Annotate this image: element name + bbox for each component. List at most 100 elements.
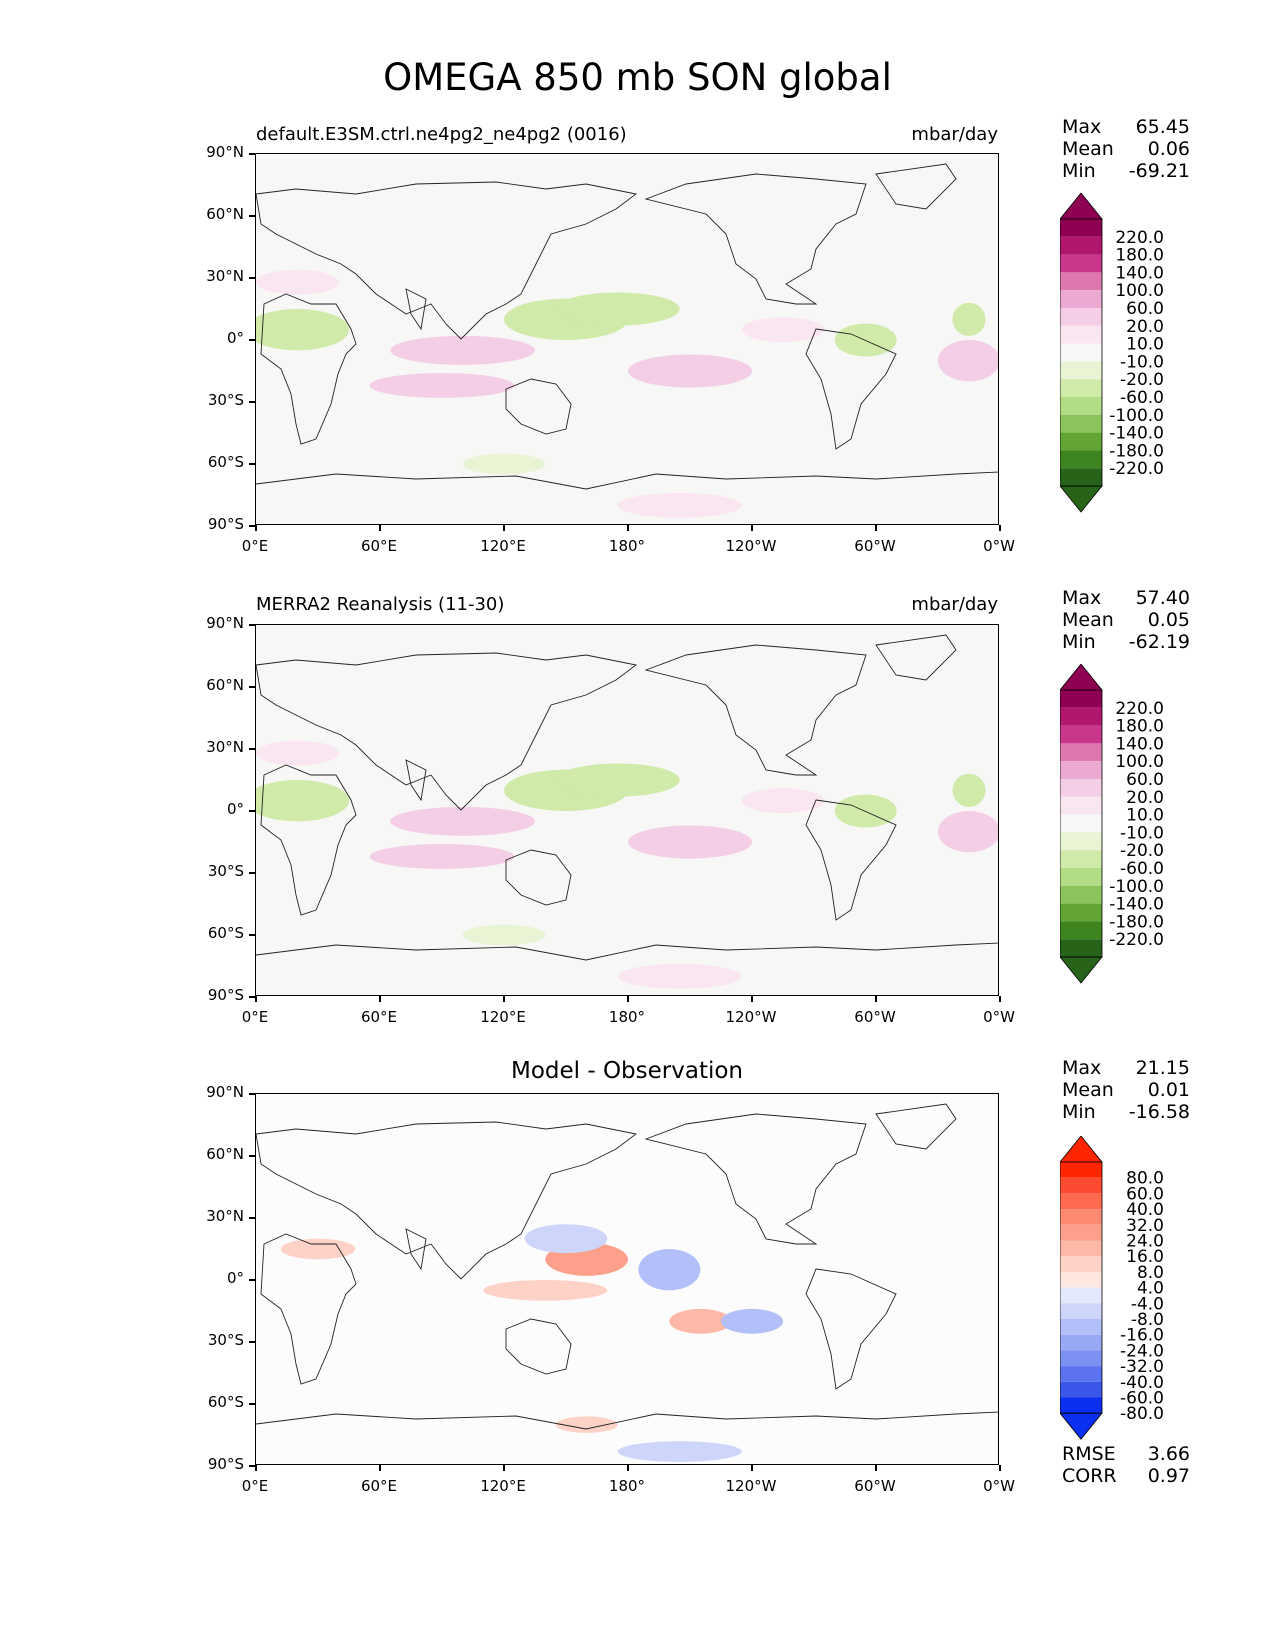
colorbar-extend-min — [1059, 1412, 1103, 1440]
panel1-colorbar: 220.0 180.0 140.0 100.0 60.0 20.0 10.0 -10.0 -20… — [1059, 192, 1190, 520]
max-label: Max — [1062, 587, 1102, 609]
lat-tick-label: 60°N — [206, 676, 244, 694]
panel1-map — [255, 153, 999, 525]
colorbar-segment — [1060, 414, 1102, 433]
lat-tick-mark — [249, 215, 255, 217]
mean-value: 0.01 — [1147, 1079, 1190, 1101]
lat-tick-mark — [249, 463, 255, 465]
min-value: -62.19 — [1128, 631, 1190, 653]
mean-value: 0.05 — [1147, 609, 1190, 631]
panel3-colorbar: 80.0 60.0 40.0 32.0 24.0 16.0 8.0 4.0 -4.0 -8.0 -1… — [1059, 1135, 1190, 1447]
colorbar-tick-label: 100.0 — [1115, 752, 1164, 772]
lat-tick-mark — [249, 1341, 255, 1343]
panel1-stats: Max 65.45 Mean 0.06 Min -69.21 — [1062, 116, 1190, 182]
colorbar-extend-max — [1059, 663, 1103, 691]
lat-tick-mark — [249, 1155, 255, 1157]
lon-tick-label: 60°W — [854, 537, 896, 555]
coastlines — [256, 634, 998, 961]
map-background — [256, 1094, 998, 1464]
colorbar-tick-label: -220.0 — [1109, 930, 1164, 950]
contour-diff-positive-south — [669, 1308, 732, 1334]
lat-tick-mark — [249, 1403, 255, 1405]
colorbar-segment — [1060, 361, 1102, 380]
colorbar-tick-label: 100.0 — [1115, 281, 1164, 301]
colorbar-tick-label: 220.0 — [1115, 228, 1164, 248]
panel2-unit-label: mbar/day — [911, 594, 998, 615]
figure-title: OMEGA 850 mb SON global — [383, 56, 892, 99]
colorbar-tick-label: 180.0 — [1115, 246, 1164, 266]
lon-tick-mark — [999, 525, 1001, 531]
colorbar-segment — [1060, 832, 1102, 851]
lon-tick-label: 120°E — [480, 1477, 526, 1495]
lat-tick-label: 90°S — [207, 515, 244, 533]
lon-tick-label: 60°E — [360, 1477, 398, 1495]
lon-tick-mark — [255, 525, 257, 531]
lon-tick-mark — [875, 996, 877, 1002]
mean-value: 0.06 — [1147, 138, 1190, 160]
colorbar-segment — [1060, 903, 1102, 922]
colorbar-extend-min — [1059, 956, 1103, 984]
contour-s-pacific-descent — [628, 354, 752, 388]
lat-tick-label: 90°S — [207, 986, 244, 1004]
lat-tick-mark — [249, 277, 255, 279]
lon-tick-mark — [627, 996, 629, 1002]
colorbar-segment — [1060, 1209, 1103, 1225]
lat-tick-label: 90°N — [206, 614, 244, 632]
colorbar-tick-label: 180.0 — [1115, 717, 1164, 737]
contour-atlantic-ascent — [952, 773, 986, 807]
colorbar-tick-label: 20.0 — [1126, 317, 1164, 337]
colorbar-tick-label: 60.0 — [1126, 1184, 1164, 1204]
coastlines — [256, 163, 998, 490]
lat-tick-mark — [249, 1217, 255, 1219]
lon-tick-label: 180° — [608, 1008, 646, 1026]
colorbar-segment — [1060, 1193, 1103, 1210]
colorbar-tick-label: 24.0 — [1126, 1231, 1164, 1251]
colorbar-segment — [1060, 1240, 1103, 1257]
contour-southern-ascent — [462, 924, 546, 946]
coastlines — [256, 1103, 998, 1430]
colorbar-segment — [1060, 219, 1102, 237]
colorbar-tick-label: 40.0 — [1126, 1200, 1164, 1220]
contour-sahara-descent — [256, 740, 339, 766]
lat-tick-mark — [249, 339, 255, 341]
colorbar-segment — [1060, 690, 1102, 708]
colorbar-segment — [1060, 796, 1102, 815]
lat-tick-mark — [249, 1465, 255, 1467]
colorbar-segment — [1060, 885, 1102, 904]
colorbar-segment — [1060, 814, 1102, 833]
colorbar-segment — [1060, 450, 1102, 469]
colorbar-tick-label: 60.0 — [1126, 770, 1164, 790]
lon-tick-label: 0°E — [241, 1477, 269, 1495]
colorbar-segment — [1060, 850, 1102, 868]
lon-tick-label: 180° — [608, 1477, 646, 1495]
lon-tick-mark — [503, 525, 505, 531]
colorbar-tick-label: -60.0 — [1120, 859, 1164, 879]
lat-tick-label: 90°N — [206, 143, 244, 161]
colorbar-segment — [1060, 921, 1102, 940]
colorbar-segment — [1060, 290, 1102, 308]
colorbar-tick-label: -180.0 — [1109, 912, 1164, 932]
lat-tick-mark — [249, 872, 255, 874]
colorbar-tick-label: 8.0 — [1137, 1263, 1164, 1283]
colorbar-segment — [1060, 1366, 1103, 1382]
colorbar-extend-min — [1059, 485, 1103, 513]
lon-tick-label: 0°W — [983, 537, 1015, 555]
colorbar-segment — [1060, 308, 1102, 326]
panel2-left-title: MERRA2 Reanalysis (11-30) — [256, 594, 505, 615]
panel1-unit-label: mbar/day — [911, 124, 998, 145]
lon-tick-label: 120°E — [480, 537, 526, 555]
colorbar-tick-label: -20.0 — [1120, 370, 1164, 390]
contour-diff-negative-antarctic — [617, 1441, 742, 1462]
colorbar-extend-max — [1059, 1135, 1103, 1163]
lon-tick-mark — [751, 996, 753, 1002]
max-value: 57.40 — [1135, 587, 1190, 609]
colorbar-tick-label: 140.0 — [1115, 734, 1164, 754]
lon-tick-mark — [379, 996, 381, 1002]
contour-antarctic-descent — [617, 492, 742, 518]
colorbar-segment — [1060, 939, 1102, 957]
min-value: -69.21 — [1128, 160, 1190, 182]
colorbar-tick-label: -10.0 — [1120, 823, 1164, 843]
colorbar-segment — [1060, 743, 1102, 762]
contour-diff-positive-africa — [280, 1238, 356, 1260]
colorbar-extend-max — [1059, 192, 1103, 220]
